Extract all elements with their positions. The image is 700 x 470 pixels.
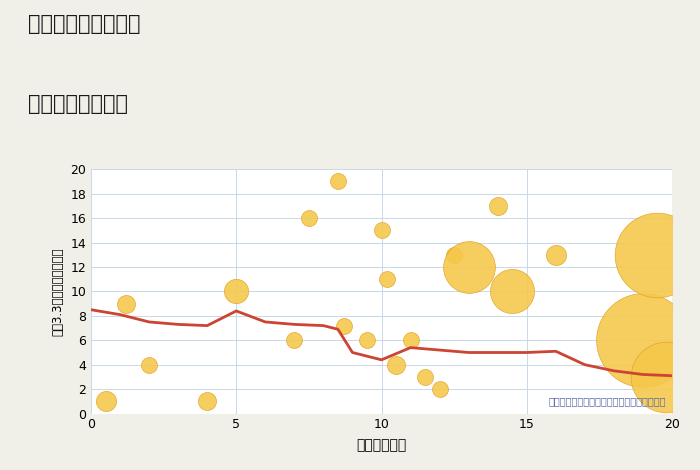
Point: [289, 337, 300, 344]
Text: 三重県伊賀市川東の: 三重県伊賀市川東の: [28, 14, 141, 34]
Point: [492, 202, 503, 210]
X-axis label: 駅距離（分）: 駅距離（分）: [356, 439, 407, 453]
Point: [338, 322, 349, 329]
Point: [303, 214, 314, 222]
Text: 円の大きさは、取引のあった物件面積を示す: 円の大きさは、取引のあった物件面積を示す: [549, 396, 666, 406]
Text: 駅距離別土地価格: 駅距離別土地価格: [28, 94, 128, 114]
Point: [419, 373, 430, 381]
Point: [638, 337, 649, 344]
Point: [144, 361, 155, 368]
Point: [391, 361, 402, 368]
Point: [661, 373, 672, 381]
Point: [120, 300, 132, 307]
Y-axis label: 坪（3.3㎡）単価（万円）: 坪（3.3㎡）単価（万円）: [52, 247, 64, 336]
Point: [376, 227, 387, 234]
Point: [434, 385, 445, 393]
Point: [231, 288, 242, 295]
Point: [652, 251, 663, 258]
Point: [332, 178, 344, 185]
Point: [405, 337, 416, 344]
Point: [449, 251, 460, 258]
Point: [550, 251, 561, 258]
Point: [100, 398, 111, 405]
Point: [361, 337, 372, 344]
Point: [202, 398, 213, 405]
Point: [507, 288, 518, 295]
Point: [463, 263, 475, 271]
Point: [382, 275, 393, 283]
